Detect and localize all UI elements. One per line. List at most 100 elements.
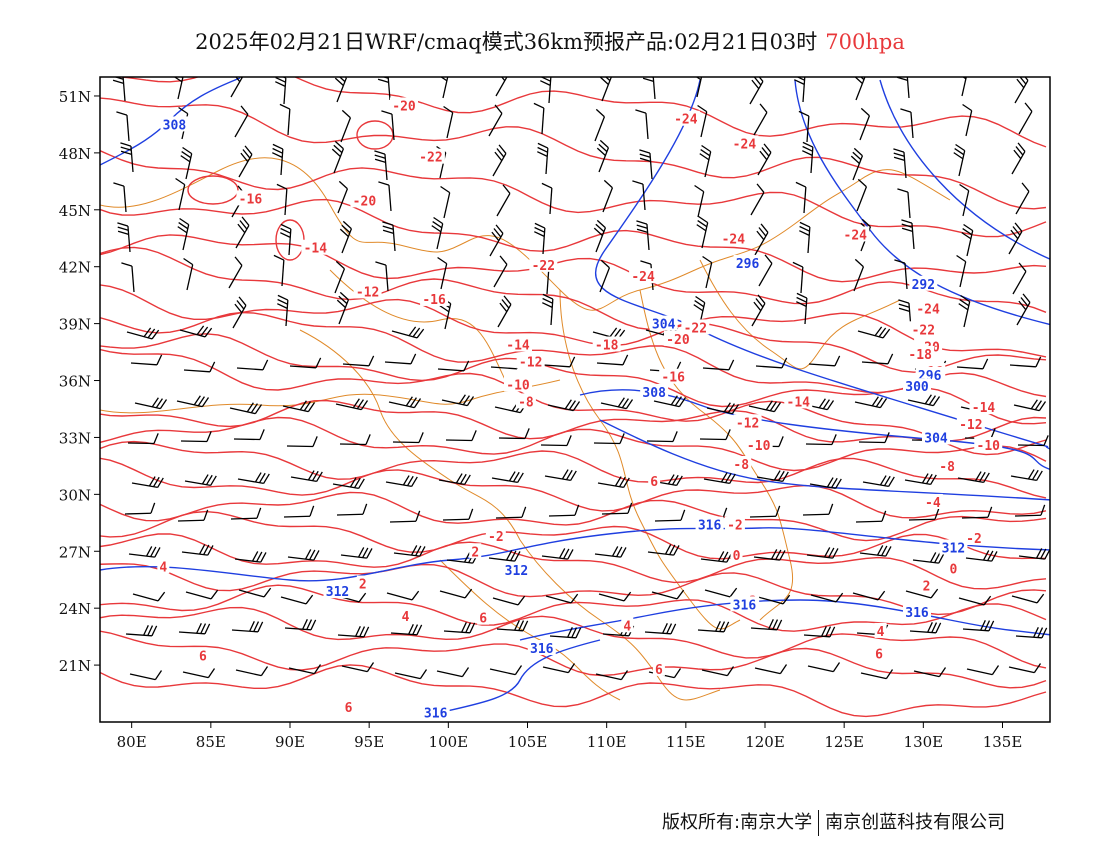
lon-label: 100E [429, 733, 469, 751]
barb-shaft [177, 519, 205, 522]
temperature-label-bg [529, 256, 558, 272]
barb-flag [234, 303, 243, 314]
barb-flag [727, 403, 735, 414]
barb-shaft [549, 188, 553, 215]
height-labels: 3082962923042963003083043163123123123163… [160, 116, 968, 722]
temperature-label: 6 [650, 475, 658, 490]
barb-flag [437, 256, 448, 265]
barb-flag [883, 475, 891, 487]
barb-flag [974, 471, 982, 482]
barb-flag [874, 326, 883, 337]
barb-flag [871, 396, 879, 407]
barb-flag [938, 667, 947, 678]
barb-flag [860, 107, 870, 117]
wind-barb [437, 360, 470, 372]
barb-shaft [230, 77, 244, 98]
barb-flag [498, 144, 507, 154]
temperature-label: -10 [506, 378, 530, 393]
barb-shaft [444, 303, 452, 330]
barb-shaft [957, 477, 984, 484]
barb-flag [154, 547, 161, 558]
wind-barb [601, 502, 633, 515]
wind-barb [393, 545, 426, 557]
barb-shaft [391, 330, 418, 339]
barb-flag [374, 158, 386, 163]
barb-shaft [961, 516, 989, 519]
barb-shaft [392, 441, 420, 444]
barb-shaft [285, 300, 289, 327]
wind-barb [496, 620, 529, 632]
barb-flag [772, 619, 779, 630]
temperature-label: 2 [471, 545, 479, 560]
barb-flag [603, 179, 613, 189]
temperature-isoline [100, 664, 1047, 718]
temperature-label: -24 [916, 302, 940, 317]
barb-shaft [1015, 191, 1030, 215]
barb-shaft [1013, 404, 1040, 412]
wind-barb [632, 180, 646, 211]
barb-flag [256, 507, 262, 519]
barb-shaft [700, 558, 727, 563]
temperature-label: -16 [661, 371, 685, 386]
wind-barb [1018, 548, 1050, 560]
temperature-label: 6 [479, 612, 487, 627]
barb-flag [758, 227, 767, 237]
barb-flag [1040, 504, 1046, 516]
wind-barb [751, 294, 766, 327]
wind-barb [537, 142, 549, 175]
temperature-label: -24 [722, 232, 746, 247]
barb-shaft [126, 115, 130, 142]
wind-barb [644, 623, 677, 635]
wind-barb [381, 110, 395, 141]
barb-flag [249, 621, 255, 632]
barb-flag [534, 222, 546, 229]
barb-flag [1031, 469, 1039, 481]
temperature-label: 4 [877, 625, 885, 640]
barb-flag [206, 431, 212, 442]
wind-barb [962, 620, 995, 632]
barb-flag [618, 476, 626, 488]
barb-flag [782, 471, 789, 482]
wind-barbs [112, 72, 1050, 681]
barb-shaft [701, 669, 728, 677]
height-label-bg [502, 562, 531, 578]
barb-flag [982, 358, 989, 370]
lon-label: 85E [196, 733, 226, 751]
barb-flag [614, 476, 622, 487]
barb-flag [313, 550, 320, 561]
barb-flag [725, 429, 731, 440]
temperature-label-bg [659, 368, 688, 384]
barb-flag [831, 434, 837, 445]
barb-flag [642, 77, 654, 82]
barb-flag [853, 147, 863, 157]
temperature-label: 0 [950, 562, 958, 577]
barb-shaft [651, 591, 678, 600]
barb-flag [759, 150, 768, 161]
barb-shaft [751, 303, 766, 327]
wind-barb [702, 359, 735, 371]
barb-flag [257, 621, 264, 633]
barb-flag [901, 227, 913, 232]
barb-flag [517, 595, 526, 606]
wind-barb [125, 625, 158, 637]
barb-flag [237, 223, 246, 234]
wind-barb [809, 477, 842, 490]
temperature-labels: -20-22-16 -20-14-12-16-22-24-24-24-24-24-… [157, 97, 1003, 716]
barb-shaft [489, 668, 516, 676]
wind-barb [492, 595, 526, 606]
wind-barb [339, 434, 371, 446]
barb-flag [112, 72, 123, 75]
barb-flag [368, 355, 375, 367]
wind-barb [810, 592, 844, 603]
barb-flag [898, 303, 910, 308]
barb-flag [671, 474, 679, 486]
barb-flag [505, 550, 513, 561]
barb-flag [963, 223, 974, 232]
barb-flag [150, 502, 156, 514]
temperature-label-bg [744, 437, 773, 453]
barb-flag [755, 298, 764, 308]
wind-barb [545, 593, 579, 604]
temperature-label: 4 [623, 619, 631, 634]
barb-shaft [807, 227, 811, 254]
barb-flag [304, 549, 312, 560]
